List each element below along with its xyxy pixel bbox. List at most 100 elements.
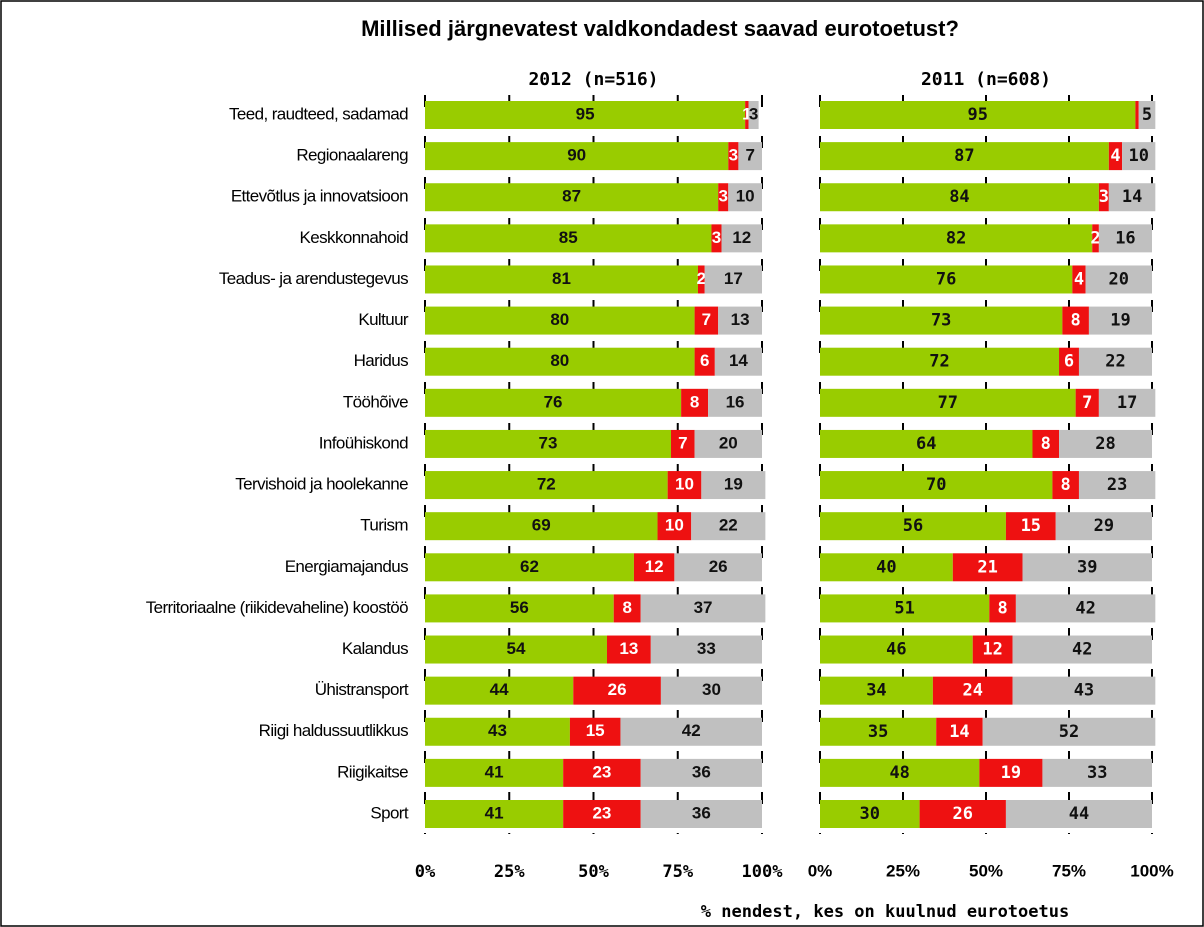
value-label: 73 <box>539 433 558 452</box>
category-label: Ettevõtlus ja innovatsioon <box>231 187 408 206</box>
value-label: 7 <box>1082 393 1092 413</box>
bar-segment <box>613 594 641 623</box>
category-label: Infoühiskond <box>319 433 408 452</box>
bar-segment <box>1138 101 1156 129</box>
bar-segment <box>718 183 729 212</box>
bar-segment <box>932 676 1013 705</box>
value-label: 80 <box>550 351 569 370</box>
value-label: 16 <box>726 392 745 411</box>
value-label: 41 <box>485 803 504 822</box>
bar-segment <box>674 553 762 582</box>
bar-segment <box>1092 224 1099 253</box>
value-label: 26 <box>608 680 627 699</box>
value-label: 90 <box>567 146 586 165</box>
bar-segment <box>425 594 614 623</box>
value-label: 76 <box>544 392 563 411</box>
panel-subtitle: 2011 (n=608) <box>921 69 1051 90</box>
bar-segment <box>425 183 719 212</box>
value-label: 14 <box>1122 187 1142 207</box>
value-label: 36 <box>692 762 711 781</box>
x-tick-label: 100% <box>1130 861 1173 880</box>
value-label: 56 <box>510 598 529 617</box>
category-label: Riigi haldussuutlikkus <box>259 721 408 740</box>
bar-segment <box>563 800 641 828</box>
value-label: 15 <box>1021 516 1041 536</box>
bar-segment <box>820 758 980 787</box>
value-label: 41 <box>485 762 504 781</box>
value-label: 24 <box>962 681 982 701</box>
value-label: 17 <box>724 269 743 288</box>
bar-segment <box>738 142 762 171</box>
bar-segment <box>718 306 762 335</box>
value-label: 46 <box>886 640 906 660</box>
value-label: 80 <box>550 310 569 329</box>
bar-segment <box>704 265 762 294</box>
bar-segment <box>1078 471 1156 500</box>
value-label: 23 <box>592 803 611 822</box>
category-label: Teadus- ja arendustegevus <box>219 269 408 288</box>
bar-segment <box>633 553 675 582</box>
bar-segment <box>820 224 1093 253</box>
bar-segment <box>640 800 762 828</box>
value-label: 8 <box>1061 475 1071 495</box>
bar-segment <box>1052 471 1079 500</box>
value-label: 87 <box>562 187 581 206</box>
bar-segment <box>1088 306 1152 335</box>
value-label: 1 <box>742 104 751 123</box>
bar-segment <box>1015 594 1156 623</box>
bar-segment <box>1098 183 1109 212</box>
bar-segment <box>820 635 973 664</box>
bar-segment <box>820 717 937 746</box>
value-label: 70 <box>926 475 946 495</box>
bar-segment <box>820 429 1033 458</box>
bar-segment <box>820 388 1076 417</box>
bar-segment <box>425 635 607 664</box>
value-label: 39 <box>1077 557 1097 577</box>
value-label: 4 <box>1074 269 1084 289</box>
bar-segment <box>573 676 661 705</box>
category-label: Tööhõive <box>343 392 408 411</box>
bar-segment <box>1072 265 1086 294</box>
bar-segment <box>728 183 762 212</box>
bar-segment <box>1122 142 1156 171</box>
category-label: Turism <box>360 516 408 535</box>
bar-segment <box>1108 142 1123 171</box>
value-label: 14 <box>949 722 969 742</box>
value-label: 44 <box>490 680 509 699</box>
value-label: 30 <box>702 680 721 699</box>
category-label: Ühistransport <box>315 680 409 699</box>
bar-segment <box>691 512 766 541</box>
value-label: 34 <box>866 681 886 701</box>
value-label: 44 <box>1069 804 1089 824</box>
x-tick-label: 25% <box>886 861 920 880</box>
bar-segment <box>697 265 705 294</box>
x-tick-label: 100% <box>742 862 784 882</box>
category-label: Haridus <box>354 351 408 370</box>
value-label: 43 <box>488 721 507 740</box>
bar-segment <box>563 758 641 787</box>
bar-segment <box>681 388 709 417</box>
bar-segment <box>694 429 762 458</box>
bar-segment <box>425 142 729 171</box>
bar-segment <box>721 224 762 253</box>
value-label: 35 <box>868 722 888 742</box>
value-label: 13 <box>731 310 750 329</box>
value-label: 19 <box>724 475 743 494</box>
bar-segment <box>1042 758 1152 787</box>
bar-segment <box>711 224 722 253</box>
value-label: 16 <box>1115 228 1135 248</box>
bar-segment <box>657 512 692 541</box>
category-label: Kalandus <box>342 639 408 658</box>
value-label: 8 <box>1041 434 1051 454</box>
value-label: 19 <box>1001 763 1021 783</box>
value-label: 20 <box>1109 269 1129 289</box>
bar-segment <box>694 347 715 376</box>
value-label: 95 <box>967 105 987 125</box>
bar-segment <box>425 553 634 582</box>
value-label: 3 <box>749 104 758 123</box>
value-label: 84 <box>949 187 969 207</box>
value-label: 40 <box>876 557 896 577</box>
x-tick-label: 0% <box>415 862 436 882</box>
